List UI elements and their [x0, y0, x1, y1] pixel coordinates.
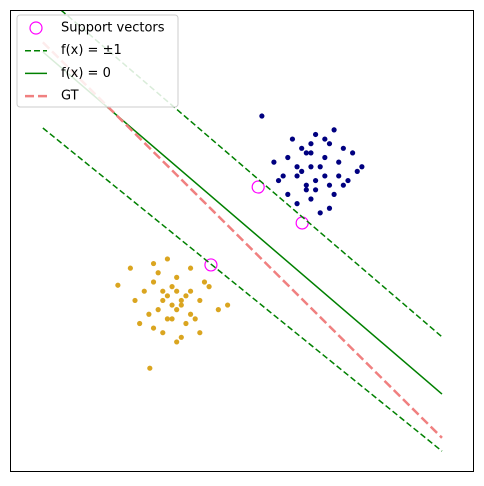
support-vector — [251, 180, 265, 194]
point — [160, 330, 166, 336]
point — [115, 282, 121, 288]
point — [331, 127, 337, 133]
point — [187, 288, 194, 294]
legend-label: f(x) = 0 — [61, 66, 111, 81]
point — [294, 164, 300, 170]
point — [259, 113, 265, 119]
legend: Support vectors f(x) = ±1 f(x) = 0 GT — [16, 14, 179, 108]
point — [312, 131, 319, 138]
point — [178, 334, 184, 340]
legend-handle — [29, 21, 43, 35]
legend-box — [16, 14, 179, 108]
point — [326, 205, 333, 211]
point — [160, 297, 166, 304]
point — [160, 288, 166, 294]
point — [183, 320, 189, 327]
point — [294, 201, 300, 207]
point — [275, 177, 282, 184]
point — [308, 150, 314, 156]
point — [336, 159, 342, 165]
point — [155, 307, 161, 313]
point — [312, 177, 319, 184]
point — [150, 325, 157, 331]
point — [303, 187, 309, 193]
point — [201, 279, 208, 285]
point — [150, 279, 157, 285]
point — [174, 288, 180, 294]
point — [340, 182, 346, 188]
point — [169, 316, 175, 322]
point — [206, 284, 212, 290]
point — [155, 270, 161, 276]
point — [169, 302, 175, 308]
point — [317, 164, 323, 170]
point — [147, 365, 153, 371]
legend-label: f(x) = ±1 — [61, 43, 122, 58]
point — [197, 330, 203, 336]
point — [174, 339, 180, 345]
point — [285, 191, 291, 197]
point — [271, 159, 277, 165]
point — [192, 316, 198, 322]
legend-label: GT — [61, 89, 79, 104]
point — [294, 173, 300, 179]
point — [280, 173, 286, 179]
legend-label: Support vectors — [61, 21, 165, 36]
point — [354, 168, 360, 174]
point — [312, 187, 319, 193]
point — [174, 274, 180, 280]
point — [359, 164, 365, 170]
point — [137, 320, 143, 327]
point — [187, 265, 194, 271]
point — [289, 136, 296, 142]
point — [164, 293, 171, 299]
point — [308, 141, 314, 147]
point — [350, 150, 356, 156]
point — [150, 260, 157, 267]
point — [326, 182, 333, 188]
point — [308, 164, 314, 170]
point — [169, 284, 175, 290]
point — [308, 196, 314, 202]
point — [178, 297, 184, 304]
point — [174, 307, 180, 313]
point — [225, 302, 231, 308]
point — [345, 177, 351, 184]
point — [331, 191, 337, 197]
point — [215, 307, 221, 313]
point — [164, 256, 171, 262]
point — [303, 150, 309, 156]
point — [187, 311, 194, 317]
point — [322, 136, 328, 142]
point — [197, 297, 203, 304]
support-vector — [204, 258, 218, 272]
point — [326, 141, 333, 147]
point — [183, 293, 189, 299]
line — [41, 41, 443, 439]
point — [299, 145, 305, 151]
point — [141, 288, 147, 294]
point — [336, 173, 342, 179]
point — [340, 145, 346, 151]
point — [178, 302, 184, 308]
point — [127, 265, 133, 271]
point — [132, 297, 138, 304]
point — [285, 154, 291, 161]
point — [322, 154, 328, 161]
point — [299, 168, 305, 174]
frame — [10, 10, 474, 472]
point — [303, 182, 309, 188]
point — [146, 311, 152, 317]
point — [164, 316, 171, 322]
point — [322, 173, 328, 179]
point — [317, 210, 323, 216]
